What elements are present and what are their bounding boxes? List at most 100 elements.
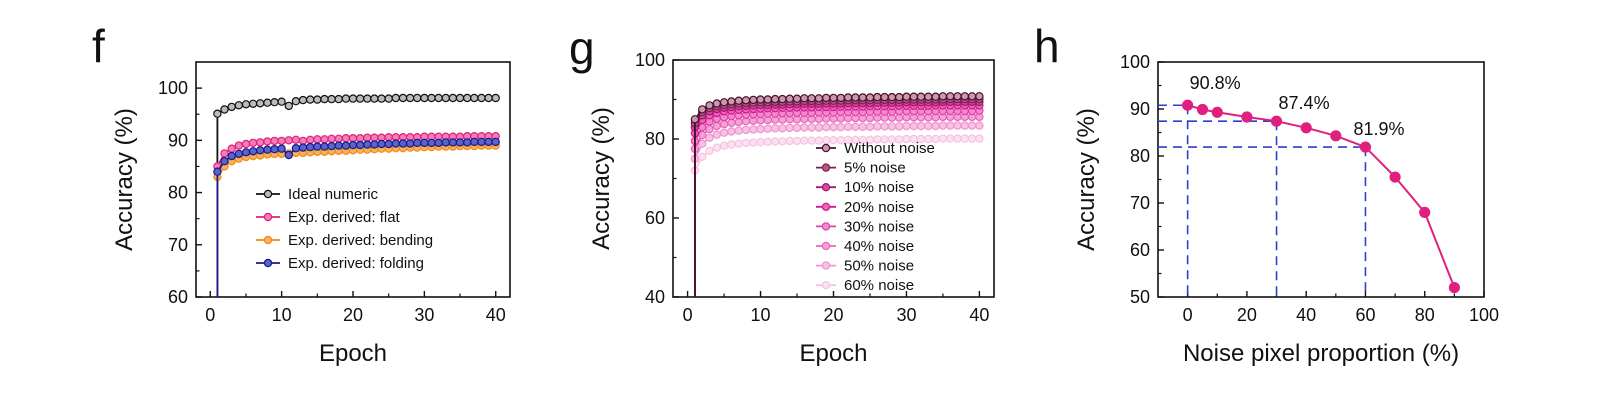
data-point	[355, 140, 365, 150]
legend-marker	[263, 212, 273, 222]
data-point	[1211, 106, 1223, 118]
legend-label: 50% noise	[844, 258, 914, 275]
data-point	[313, 95, 322, 104]
legend-label: 40% noise	[844, 238, 914, 255]
data-point	[865, 122, 875, 132]
data-point	[975, 134, 984, 143]
data-point	[792, 94, 802, 103]
y-tick-label: 90	[168, 130, 188, 150]
data-point	[434, 138, 443, 148]
data-point	[327, 141, 336, 151]
data-point	[298, 95, 308, 105]
x-tick-label: 40	[969, 305, 989, 325]
series-line	[1187, 104, 1456, 288]
data-point	[284, 101, 293, 111]
data-point	[741, 96, 751, 105]
data-point	[785, 136, 794, 146]
data-point	[953, 134, 962, 143]
x-tick-label: 0	[683, 305, 693, 325]
data-point	[770, 124, 780, 133]
data-point	[829, 93, 838, 103]
data-point	[484, 137, 493, 147]
legend-marker	[821, 222, 831, 231]
data-point	[363, 133, 372, 142]
data-point	[298, 143, 308, 152]
data-point	[946, 92, 955, 101]
x-tick-label: 20	[343, 305, 363, 325]
data-point	[814, 123, 824, 132]
x-tick-label: 20	[1237, 305, 1257, 325]
data-point	[705, 146, 714, 155]
data-point	[291, 135, 301, 144]
data-point	[277, 97, 286, 106]
y-tick-label: 70	[1130, 193, 1150, 213]
legend-marker	[263, 235, 273, 245]
legend-label: Exp. derived: flat	[288, 209, 401, 226]
data-point	[822, 93, 831, 103]
x-tick-label: 40	[1296, 305, 1316, 325]
data-point	[719, 128, 729, 137]
data-point	[256, 138, 265, 147]
data-point	[916, 121, 926, 131]
data-point	[320, 94, 329, 104]
data-point	[327, 94, 336, 104]
data-point	[924, 92, 933, 101]
y-tick-label: 60	[645, 208, 665, 228]
data-point	[734, 139, 743, 148]
data-point	[873, 122, 882, 131]
data-point	[256, 146, 265, 155]
data-point	[256, 99, 265, 108]
data-point	[865, 93, 875, 102]
data-point	[763, 124, 773, 133]
x-tick-label: 60	[1355, 305, 1375, 325]
data-point	[477, 137, 486, 147]
data-point	[778, 124, 787, 133]
y-tick-label: 90	[1130, 99, 1150, 119]
data-point	[263, 98, 272, 107]
data-point	[938, 134, 948, 143]
data-point	[306, 142, 315, 152]
data-point	[370, 133, 379, 142]
data-point	[712, 99, 722, 108]
data-point	[741, 138, 751, 148]
data-point	[902, 121, 911, 131]
data-point	[263, 145, 272, 154]
data-point	[880, 122, 889, 131]
data-point	[313, 135, 322, 144]
data-point	[441, 93, 450, 103]
data-point	[398, 139, 408, 148]
data-point	[248, 147, 258, 156]
data-point	[1389, 171, 1401, 183]
x-tick-label: 10	[751, 305, 771, 325]
data-point	[277, 144, 286, 153]
data-point	[306, 135, 315, 144]
data-point	[348, 140, 358, 150]
data-point	[931, 92, 940, 101]
data-point	[413, 138, 422, 148]
data-point	[967, 121, 977, 130]
data-point	[227, 151, 236, 161]
data-point	[220, 156, 229, 166]
data-point	[334, 94, 343, 104]
data-point	[306, 95, 315, 104]
data-point	[909, 92, 919, 101]
legend-label: Exp. derived: bending	[288, 232, 433, 249]
data-point	[477, 93, 486, 103]
data-point	[792, 136, 802, 146]
data-point	[455, 138, 465, 147]
data-point	[370, 140, 379, 149]
legend-label: Exp. derived: folding	[288, 255, 424, 272]
data-point	[851, 122, 860, 132]
data-point	[355, 94, 365, 103]
legend-marker	[263, 189, 273, 199]
data-point	[960, 121, 970, 130]
data-point	[463, 93, 472, 103]
data-point	[705, 133, 714, 142]
data-point	[785, 123, 794, 133]
data-point	[741, 125, 751, 135]
data-point	[270, 97, 279, 107]
data-point	[938, 121, 948, 130]
data-point	[836, 122, 846, 132]
data-point	[895, 122, 904, 131]
y-tick-label: 50	[1130, 287, 1150, 307]
